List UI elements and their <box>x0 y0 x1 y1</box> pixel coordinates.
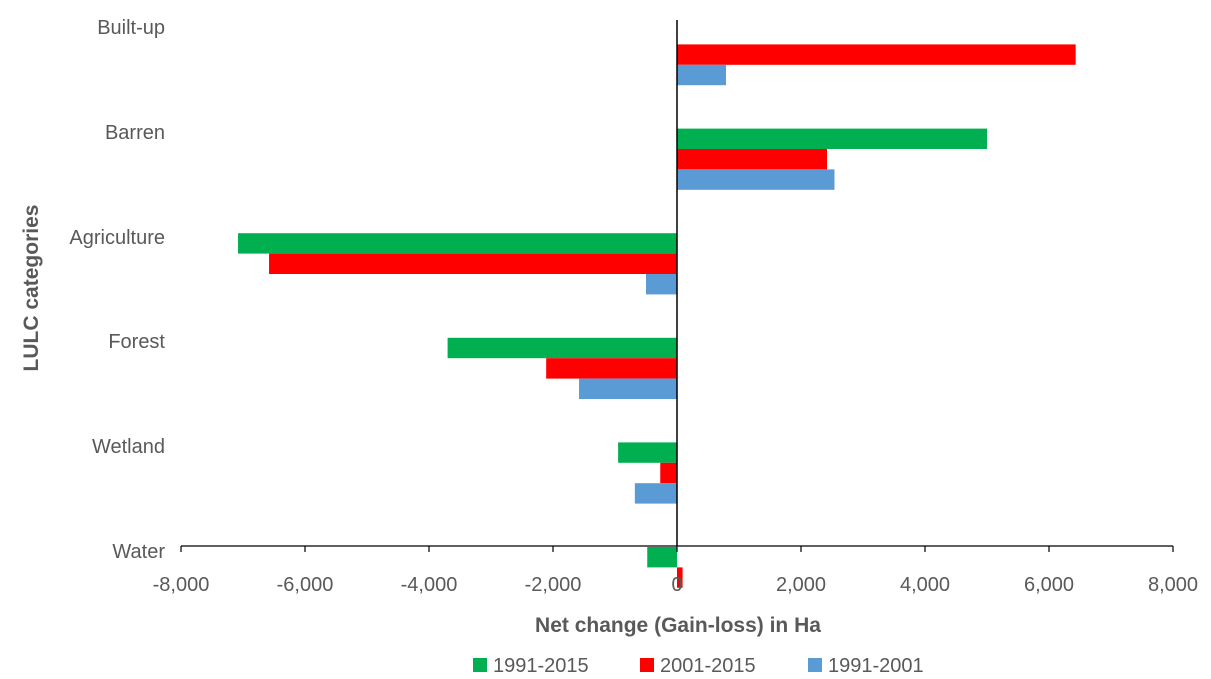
bar-barren-1991-2015 <box>677 128 987 149</box>
legend-label: 2001-2015 <box>660 655 756 677</box>
bar-wetland-1991-2015 <box>618 442 677 463</box>
bar-wetland-1991-2001 <box>634 483 677 504</box>
category-label: Agriculture <box>69 227 165 249</box>
category-label: Forest <box>108 331 165 353</box>
bar-water-1991-2015 <box>647 547 677 568</box>
bar-barren-2001-2015 <box>677 149 828 170</box>
bar-built-up-2001-2015 <box>677 44 1076 65</box>
bar-agriculture-1991-2001 <box>646 274 677 295</box>
x-tick-label: -2,000 <box>525 574 582 596</box>
category-label: Barren <box>105 122 165 144</box>
legend-label: 1991-2015 <box>493 655 589 677</box>
bar-wetland-2001-2015 <box>660 462 677 484</box>
bar-agriculture-2001-2015 <box>269 253 677 274</box>
bar-forest-1991-2015 <box>447 337 677 359</box>
bar-agriculture-1991-2015 <box>238 233 678 254</box>
x-axis-ticks: -8,000 -6,000 -4,000 -2,000 0 2,000 4,000 6,000… <box>153 546 1198 596</box>
x-tick-label: -4,000 <box>401 574 458 596</box>
x-axis-title: Net change (Gain-loss) in Ha <box>535 614 821 637</box>
x-tick-label: 2,000 <box>776 574 826 596</box>
category-label: Wetland <box>92 436 165 458</box>
bar-water-2001-2015 <box>677 567 683 588</box>
legend-swatch <box>473 658 487 672</box>
x-tick-label: 4,000 <box>900 574 950 596</box>
legend-swatch <box>640 658 654 672</box>
bars <box>238 44 1076 588</box>
category-label: Built-up <box>97 17 165 39</box>
bar-forest-1991-2001 <box>579 378 677 399</box>
x-tick-label: 6,000 <box>1024 574 1074 596</box>
category-labels: Built-up Barren Agriculture Forest Wetland Wa… <box>69 17 165 563</box>
x-tick-label: 0 <box>671 574 682 596</box>
legend: 1991-2015 2001-2015 1991-2001 <box>473 655 924 677</box>
legend-label: 1991-2001 <box>828 655 924 677</box>
category-label: Water <box>112 541 165 563</box>
bar-barren-1991-2001 <box>677 169 835 190</box>
x-tick-label: 8,000 <box>1148 574 1198 596</box>
bar-built-up-1991-2001 <box>677 64 726 86</box>
y-axis-title: LULC categories <box>20 205 43 372</box>
x-tick-label: -8,000 <box>153 574 210 596</box>
legend-swatch <box>808 658 822 672</box>
x-tick-label: -6,000 <box>277 574 334 596</box>
bar-forest-2001-2015 <box>546 358 677 379</box>
